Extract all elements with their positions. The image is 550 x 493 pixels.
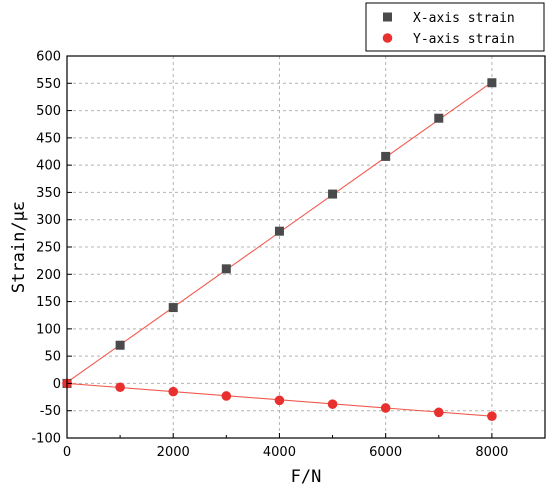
x-tick-label: 6000 <box>369 445 402 460</box>
x-strain-point <box>168 303 178 313</box>
y-tick-label: 100 <box>36 322 61 337</box>
x-strain-point <box>381 151 391 161</box>
y-tick-label: 500 <box>36 104 61 119</box>
legend-box <box>365 2 545 52</box>
y-strain-point <box>168 386 179 397</box>
grid-lines <box>67 56 545 438</box>
y-strain-point <box>433 407 444 418</box>
y-strain-point <box>274 395 285 406</box>
legend-label-x-axis-strain: X-axis strain <box>413 11 515 26</box>
legend-label-y-axis-strain: Y-axis strain <box>413 32 515 47</box>
x-strain-point <box>434 113 444 123</box>
x-strain-point <box>328 189 338 199</box>
x-strain-point <box>487 78 497 88</box>
y-tick-label: 350 <box>36 186 61 201</box>
y-tick-label: 400 <box>36 159 61 174</box>
y-tick-label: 250 <box>36 241 61 256</box>
y-strain-point <box>487 411 497 421</box>
y-tick-label: -100 <box>31 432 61 447</box>
axis-ticks <box>66 55 493 439</box>
data-points <box>62 78 497 421</box>
y-tick-labels: -100 -50 0 50 100 150 200 250 300 350 400 450 500 550… <box>31 50 61 447</box>
x-strain-point <box>221 264 231 274</box>
x-strain-point <box>274 226 284 236</box>
x-tick-label: 8000 <box>475 445 508 460</box>
legend-marker-y-axis-strain <box>382 33 393 43</box>
y-strain-point <box>327 399 338 409</box>
legend-marker-x-axis-strain <box>383 12 392 22</box>
y-axis-title: Strain/με <box>9 201 29 293</box>
plot-frame <box>66 55 546 439</box>
x-tick-label: 0 <box>63 445 71 460</box>
x-strain-point <box>115 340 125 350</box>
y-tick-label: 450 <box>36 131 61 146</box>
y-tick-label: 200 <box>36 268 61 283</box>
y-strain-point <box>380 403 391 413</box>
y-tick-label: -50 <box>40 404 61 419</box>
y-tick-label: 600 <box>36 50 61 65</box>
y-tick-label: 0 <box>53 377 61 392</box>
y-tick-label: 300 <box>36 213 61 228</box>
x-tick-label: 4000 <box>263 445 296 460</box>
legend: X-axis strain Y-axis strain <box>365 2 545 52</box>
y-strain-point <box>221 391 232 401</box>
x-axis-title: F/N <box>291 467 322 487</box>
y-strain-point <box>115 382 125 393</box>
y-tick-label: 50 <box>44 350 61 365</box>
x-tick-label: 2000 <box>157 445 190 460</box>
y-tick-label: 550 <box>36 77 61 92</box>
y-tick-label: 150 <box>36 295 61 310</box>
x-tick-labels: 0 2000 4000 6000 8000 <box>63 445 509 460</box>
